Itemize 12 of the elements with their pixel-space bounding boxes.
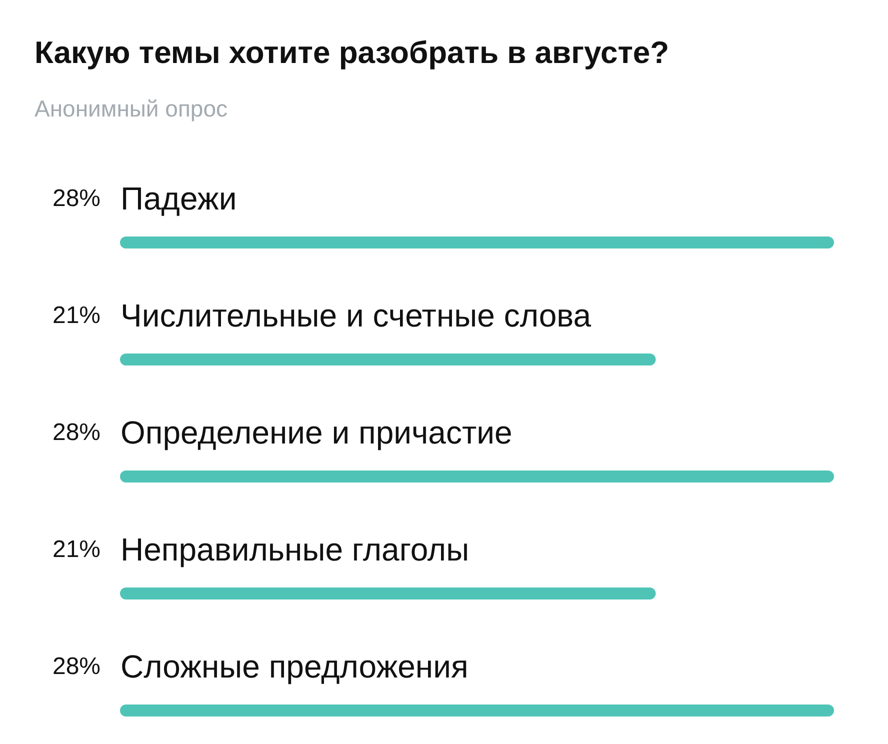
data-label: 28% <box>52 419 101 446</box>
y-tick-label: Определение и причастие <box>120 414 512 450</box>
data-label: 21% <box>52 302 101 329</box>
data-label: 28% <box>52 653 101 680</box>
y-tick-label: Неправильные глаголы <box>120 532 470 568</box>
chart-subtitle: Анонимный опрос <box>34 96 228 122</box>
data-label: 28% <box>52 185 101 212</box>
chart-title: Какую темы хотите разобрать в августе? <box>34 35 670 70</box>
y-tick-label: Сложные предложения <box>120 648 468 684</box>
data-label: 21% <box>52 536 101 563</box>
y-tick-label: Падежи <box>120 180 237 216</box>
y-tick-label: Числительные и счетные слова <box>120 298 592 334</box>
